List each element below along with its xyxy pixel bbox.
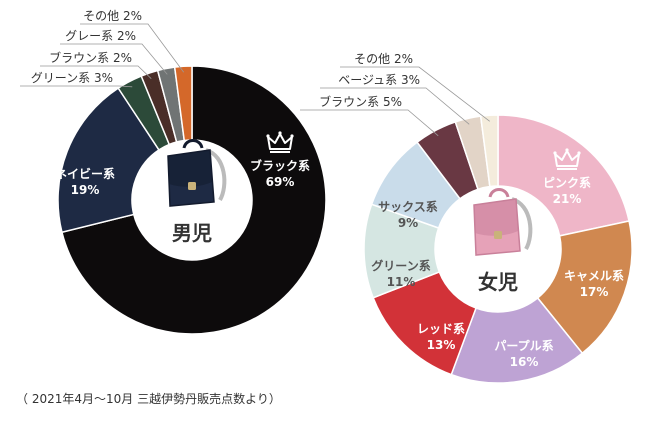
backpack-icon <box>473 188 533 256</box>
pie1-slice-2-label: グリーン系 3% <box>31 71 113 85</box>
crown-icon <box>266 131 294 153</box>
pie2-slice-6-label: ブラウン系 5% <box>319 94 402 109</box>
pie2-slice-8-leader <box>340 66 490 122</box>
pie1-slice-2-leader <box>20 85 133 88</box>
pie2-slice-3-name: レッド系 <box>417 321 465 336</box>
backpack-icon <box>167 139 227 207</box>
pie2-slice-7-leader <box>320 87 470 125</box>
pie2-slice-5-name: サックス系 <box>378 199 438 214</box>
crown-icon <box>553 148 581 170</box>
pie1-slice-3-label: ブラウン系 2% <box>49 50 132 65</box>
pie2-slice-1-value: 17% <box>580 285 609 299</box>
pie2-center-label: 女児 <box>478 270 518 294</box>
pie2-slice-3-value: 13% <box>427 338 456 352</box>
pie1-slice-1-value: 19% <box>71 183 100 197</box>
pie2-slice-0-name: ピンク系 <box>543 175 591 190</box>
pie1-slice-0-value: 69% <box>266 175 295 189</box>
footnote: （ 2021年4月～10月 三越伊勢丹販売点数より） <box>16 391 281 406</box>
pie1-slice-5-leader <box>80 23 185 73</box>
pie1-slice-0-name: ブラック系 <box>250 158 310 173</box>
pie2-slice-2-value: 16% <box>510 355 539 369</box>
pie2-slice-4-value: 11% <box>387 275 416 289</box>
pie2-slice-8-label: その他 2% <box>354 52 413 66</box>
pie2-slice-6-leader <box>300 109 439 137</box>
pie1-slice-4-leader <box>60 43 168 75</box>
pie2-slice-7-label: ベージュ系 3% <box>338 73 420 87</box>
pie2-slice-0-value: 21% <box>553 192 582 206</box>
pie1-slice-3-leader <box>40 65 152 79</box>
pie1-slice-5-label: その他 2% <box>83 9 142 23</box>
pie1-center-label: 男児 <box>172 221 212 245</box>
pie2-slice-4-name: グリーン系 <box>371 258 430 273</box>
pie2-slice-1-name: キャメル系 <box>564 268 624 283</box>
pie1-slice-4-label: グレー系 2% <box>65 29 136 43</box>
pie1-slice-1-name: ネイビー系 <box>55 166 115 181</box>
pie2-slice-5-value: 9% <box>398 216 418 230</box>
pie2-slice-2-name: パープル系 <box>494 338 553 353</box>
pie1-slice-1 <box>57 87 161 234</box>
